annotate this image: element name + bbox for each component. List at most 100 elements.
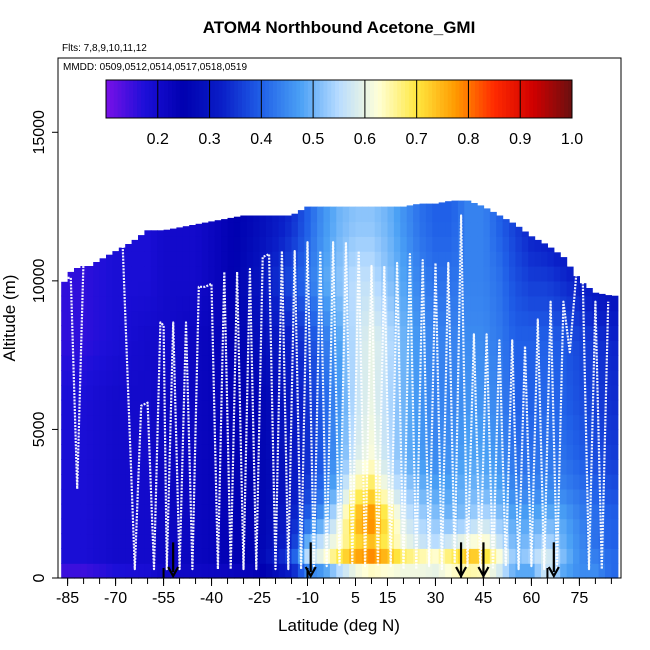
heat-cell bbox=[419, 295, 427, 312]
heat-cell bbox=[566, 384, 574, 401]
heat-cell bbox=[265, 236, 273, 252]
heat-cell bbox=[246, 444, 254, 460]
heat-cell bbox=[201, 370, 209, 386]
heat-cell bbox=[176, 295, 184, 312]
heat-cell bbox=[195, 444, 203, 460]
heat-cell bbox=[221, 384, 229, 401]
heat-cell bbox=[598, 474, 606, 490]
heat-cell bbox=[515, 563, 523, 579]
heat-cell bbox=[489, 310, 497, 327]
heat-cell bbox=[214, 399, 222, 416]
heat-cell bbox=[259, 310, 267, 327]
heat-cell bbox=[265, 488, 273, 505]
heat-cell bbox=[67, 503, 75, 520]
heat-cell bbox=[99, 310, 107, 327]
heat-cell bbox=[323, 355, 331, 371]
heat-cell bbox=[138, 340, 145, 356]
heat-cell bbox=[400, 488, 408, 505]
heat-cell bbox=[342, 518, 350, 535]
heat-cell bbox=[419, 474, 427, 490]
heat-cell bbox=[208, 236, 216, 252]
heat-cell bbox=[585, 563, 593, 579]
heat-cell bbox=[400, 384, 408, 401]
heat-cell bbox=[368, 251, 376, 267]
heat-cell bbox=[278, 459, 286, 475]
heat-cell bbox=[464, 310, 472, 327]
heat-cell bbox=[208, 251, 216, 267]
heat-cell bbox=[368, 533, 376, 549]
heat-cell bbox=[489, 295, 497, 312]
heat-cell bbox=[477, 236, 485, 252]
x-tick-label: 15 bbox=[379, 590, 397, 607]
heat-cell bbox=[221, 459, 229, 475]
colorbar-segment bbox=[125, 80, 130, 118]
heat-cell bbox=[336, 340, 344, 356]
heat-cell bbox=[534, 295, 542, 312]
heat-cell bbox=[278, 444, 286, 460]
x-axis-label: Latitude (deg N) bbox=[278, 616, 400, 635]
heat-cell bbox=[259, 518, 267, 535]
heat-cell bbox=[80, 474, 88, 490]
heat-cell bbox=[61, 325, 69, 341]
heat-cell bbox=[310, 399, 318, 416]
heat-cell bbox=[361, 414, 369, 431]
heat-cell bbox=[413, 503, 421, 520]
heat-cell bbox=[374, 266, 382, 282]
heat-cell bbox=[291, 414, 299, 431]
heat-cell bbox=[406, 384, 414, 401]
heat-cell bbox=[80, 444, 88, 460]
heat-cell bbox=[125, 325, 133, 341]
heat-cell bbox=[329, 444, 337, 460]
heat-cell bbox=[310, 518, 318, 535]
heat-cell bbox=[278, 384, 286, 401]
heat-cell bbox=[419, 384, 427, 401]
heat-cell bbox=[445, 563, 453, 579]
heat-cell bbox=[534, 518, 542, 535]
heat-cell bbox=[393, 221, 401, 237]
heat-cell bbox=[233, 340, 241, 356]
heat-cell bbox=[163, 310, 171, 327]
y-axis-label: Altitude (m) bbox=[0, 275, 19, 362]
heat-cell bbox=[99, 414, 107, 431]
heat-cell bbox=[445, 355, 453, 371]
heat-cell bbox=[483, 208, 491, 223]
heat-cell bbox=[61, 429, 69, 445]
heat-cell bbox=[106, 503, 113, 520]
heat-cell bbox=[323, 474, 331, 490]
heat-cell bbox=[579, 414, 587, 431]
heat-cell bbox=[246, 221, 254, 237]
heat-cell bbox=[323, 518, 331, 535]
colorbar-segment bbox=[292, 80, 297, 118]
heat-cell bbox=[611, 355, 619, 371]
heat-cell bbox=[464, 325, 472, 341]
heat-cell bbox=[425, 266, 433, 282]
heat-cell bbox=[138, 266, 145, 282]
heat-cell bbox=[355, 488, 363, 505]
heat-cell bbox=[125, 340, 133, 356]
colorbar-segment bbox=[121, 80, 126, 118]
heat-cell bbox=[489, 548, 497, 564]
heat-cell bbox=[182, 266, 190, 282]
heat-cell bbox=[74, 533, 81, 549]
heat-cell bbox=[477, 295, 485, 312]
heat-cell bbox=[176, 474, 184, 490]
heat-cell bbox=[477, 310, 485, 327]
heat-cell bbox=[579, 488, 587, 505]
heat-cell bbox=[541, 518, 548, 535]
heat-cell bbox=[566, 488, 574, 505]
heat-cell bbox=[470, 221, 478, 237]
heat-cell bbox=[201, 325, 209, 341]
heat-cell bbox=[118, 280, 126, 297]
heat-cell bbox=[355, 533, 363, 549]
heat-cell bbox=[592, 384, 600, 401]
heat-cell bbox=[157, 444, 165, 460]
heat-cell bbox=[342, 563, 350, 579]
heat-cell bbox=[425, 280, 433, 297]
heat-cell bbox=[489, 414, 497, 431]
heat-cell bbox=[528, 310, 536, 327]
heat-cell bbox=[253, 236, 261, 252]
heat-cell bbox=[509, 236, 516, 252]
heat-cell bbox=[425, 488, 433, 505]
heat-cell bbox=[470, 563, 478, 579]
heat-cell bbox=[80, 488, 88, 505]
